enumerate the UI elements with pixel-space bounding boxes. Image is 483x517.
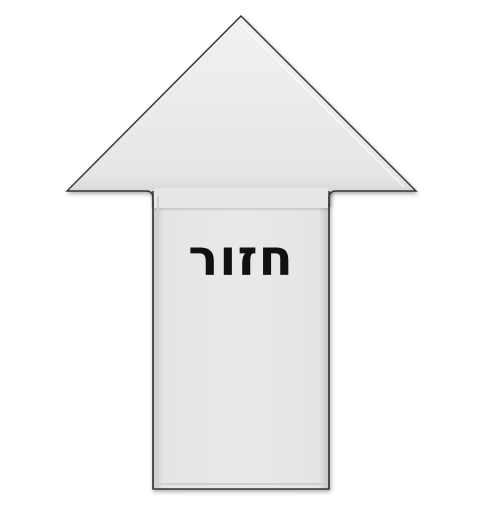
- arrow-head: [65, 15, 418, 206]
- back-label: חזור: [188, 229, 294, 287]
